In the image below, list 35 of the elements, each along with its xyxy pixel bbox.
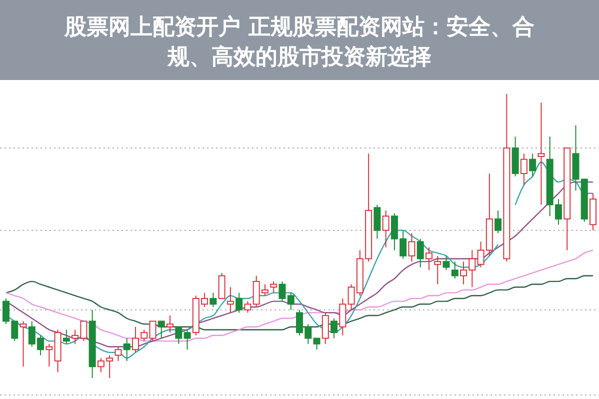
candlestick: [520, 153, 528, 186]
candlestick: [313, 338, 320, 350]
candlestick: [210, 292, 217, 308]
candlestick: [149, 320, 156, 342]
candlestick: [529, 153, 536, 177]
candlestick: [494, 210, 502, 234]
candlestick: [158, 320, 165, 339]
candlestick: [123, 338, 130, 362]
candlestick: [416, 238, 424, 268]
candlestick: [538, 102, 545, 206]
candlestick: [218, 272, 226, 299]
candlestick: [20, 320, 27, 368]
chart-title: 股票网上配资开户 正规股票配资网站：安全、合规、高效的股市投资新选择: [64, 14, 534, 70]
candlestick: [374, 204, 381, 240]
candlestick: [62, 329, 70, 344]
candlestick: [322, 312, 329, 344]
candlestick: [278, 280, 286, 302]
candlestick: [451, 261, 458, 280]
candlestick: [382, 210, 390, 248]
candlestick: [287, 292, 294, 310]
candlestick: [244, 300, 252, 314]
candlestick: [442, 255, 450, 271]
candlestick: [184, 329, 191, 350]
candlestick: [339, 298, 346, 336]
candlestick: [114, 346, 122, 362]
candlestick: [330, 318, 338, 339]
candlestick: [46, 343, 53, 368]
candlestick: [270, 280, 278, 294]
candlestick: [425, 246, 432, 271]
candlestick: [175, 326, 182, 344]
candlestick: [434, 255, 442, 285]
candlestick: [408, 232, 416, 262]
candlestick: [236, 292, 243, 314]
candlestick: [166, 315, 174, 334]
candlestick: [226, 286, 234, 314]
